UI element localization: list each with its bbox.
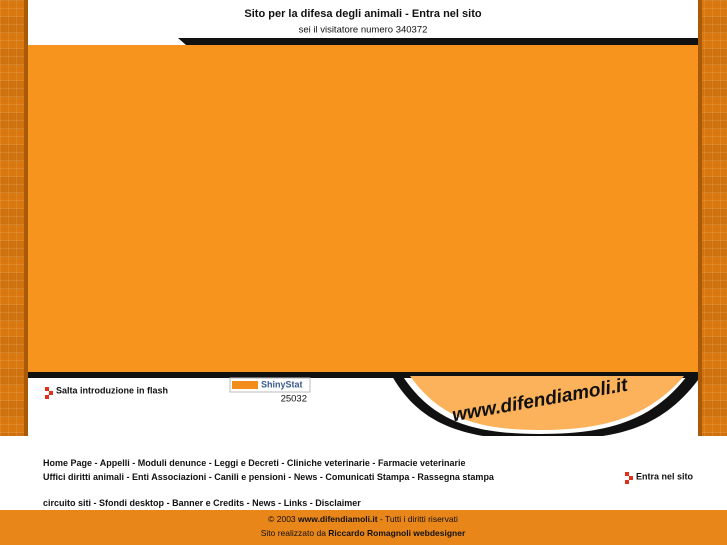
nav-link[interactable]: Canili e pensioni (214, 472, 286, 482)
counter-value: 25032 (281, 394, 307, 405)
arrow-icon (45, 387, 633, 484)
footer-line: © 2003 www.difendiamoli.it - Tutti i dir… (268, 514, 458, 524)
counter-logo (232, 381, 258, 389)
flash-area (28, 45, 698, 373)
nav-link[interactable]: Comunicati Stampa (325, 472, 410, 482)
footer-area (0, 510, 727, 545)
enter-link[interactable]: Entra nel sito (636, 471, 694, 481)
top-band (178, 38, 698, 45)
separator: - (94, 498, 97, 508)
separator: - (320, 472, 323, 482)
nav-link[interactable]: Moduli denunce (138, 458, 207, 468)
separator: - (95, 458, 98, 468)
footer-text: - Tutti i diritti riservati (380, 514, 458, 524)
footer-link[interactable]: Riccardo Romagnoli webdesigner (328, 528, 466, 538)
separator: - (132, 458, 135, 468)
site-title[interactable]: Sito per la difesa degli animali - Entra… (244, 8, 481, 20)
lower-band (28, 372, 698, 378)
nav-row: circuito siti - Sfondi desktop - Banner … (43, 498, 361, 508)
nav-link[interactable]: Home Page (43, 458, 92, 468)
separator: - (209, 458, 212, 468)
nav-link[interactable]: circuito siti (43, 498, 91, 508)
logo-bowl (410, 376, 684, 430)
footer-link[interactable]: www.difendiamoli.it (297, 514, 378, 524)
separator: - (372, 458, 375, 468)
footer-line: Sito realizzato da Riccardo Romagnoli we… (261, 528, 466, 538)
nav-link[interactable]: Enti Associazioni (132, 472, 206, 482)
nav-link[interactable]: Banner e Credits (172, 498, 244, 508)
separator: - (247, 498, 250, 508)
nav-link[interactable]: Links (284, 498, 308, 508)
separator: - (412, 472, 415, 482)
nav-link[interactable]: Rassegna stampa (417, 472, 495, 482)
nav-link[interactable]: Uffici diritti animali (43, 472, 124, 482)
counter-brand[interactable]: ShinyStat (261, 379, 303, 389)
nav-link[interactable]: Cliniche veterinarie (287, 458, 370, 468)
footer-text: © 2003 (268, 514, 296, 524)
separator: - (288, 472, 291, 482)
nav-row: Uffici diritti animali - Enti Associazio… (43, 472, 495, 482)
frame-left (24, 0, 28, 436)
separator: - (278, 498, 281, 508)
footer-text: Sito realizzato da (261, 528, 326, 538)
nav-link[interactable]: News (252, 498, 276, 508)
nav-link[interactable]: News (294, 472, 318, 482)
separator: - (127, 472, 130, 482)
nav-link[interactable]: Sfondi desktop (99, 498, 165, 508)
nav-link[interactable]: Disclaimer (315, 498, 361, 508)
visitor-count: sei il visitatore numero 340372 (299, 25, 428, 36)
frame-right (698, 0, 702, 436)
nav-row: Home Page - Appelli - Moduli denunce - L… (43, 458, 466, 468)
separator: - (281, 458, 284, 468)
nav-link[interactable]: Leggi e Decreti (214, 458, 279, 468)
top-strip (28, 0, 698, 45)
separator: - (310, 498, 313, 508)
nav-area (0, 436, 727, 510)
nav-link[interactable]: Farmacie veterinarie (378, 458, 466, 468)
nav-link[interactable]: Appelli (100, 458, 130, 468)
skip-intro[interactable]: Salta introduzione in flash (56, 385, 168, 395)
separator: - (209, 472, 212, 482)
separator: - (167, 498, 170, 508)
